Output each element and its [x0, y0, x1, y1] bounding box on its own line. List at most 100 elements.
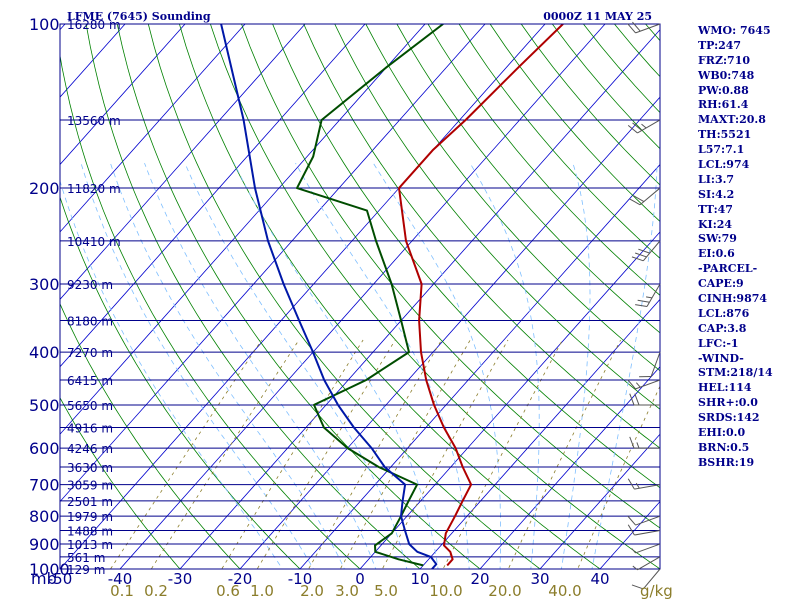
index-row: EHI:0.0: [698, 426, 746, 440]
wind-barb-staff: [637, 556, 661, 571]
wind-barb-feather: [631, 256, 644, 262]
moist-adiabat-line: [110, 162, 345, 569]
wind-barb: [629, 393, 660, 406]
mixing-ratio-label: 0.6: [216, 582, 240, 600]
wind-barb: [635, 283, 661, 308]
index-row: SRDS:142: [698, 411, 760, 425]
mixing-ratio-label: 5.0: [374, 582, 398, 600]
dry-adiabat-line: [116, 24, 481, 569]
wind-barb-staff: [642, 240, 661, 262]
index-row: BSHR:19: [698, 455, 755, 469]
height-label: 5650 m: [67, 399, 113, 413]
isotherm-line: [60, 24, 426, 435]
dry-adiabat-line: [458, 24, 660, 259]
pressure-tick-label: 1000: [29, 560, 70, 579]
index-row: TH:5521: [698, 128, 752, 142]
height-label: 7270 m: [67, 346, 113, 360]
wind-barb-feather: [627, 379, 636, 390]
wind-barb-feather: [627, 524, 635, 536]
index-row: CINH:9874: [698, 292, 768, 306]
wind-barb-feather: [635, 304, 648, 308]
wind-barb: [627, 379, 661, 390]
mixing-ratio-label: 20.0: [488, 582, 521, 600]
mixing-ratio-line: [256, 339, 396, 569]
wind-barb-staff: [646, 283, 661, 307]
mixing-ratio-unit-label: g/kg: [640, 582, 673, 600]
temperature-tick-label: 10: [410, 570, 429, 588]
mixing-ratio-label: 0.2: [144, 582, 168, 600]
dry-adiabat-line: [210, 24, 660, 569]
moist-adiabat-line: [295, 162, 470, 569]
wind-barb-staff: [634, 530, 661, 536]
mixing-ratio-line: [577, 385, 660, 569]
wind-barb-feather: [632, 21, 641, 32]
isotherm-line: [179, 29, 660, 569]
height-label: 3059 m: [67, 479, 113, 493]
mixing-ratio-line: [339, 339, 471, 569]
isotherm-line: [299, 163, 660, 569]
pressure-tick-label: 900: [29, 535, 60, 554]
stability-indices-panel: WMO: 7645 TP:247 FRZ:710 WB0:748 PW:0.88 RH:6…: [698, 24, 798, 471]
index-row: LCL:974: [698, 158, 750, 172]
index-row: FRZ:710: [698, 53, 751, 67]
wind-barb-staff: [637, 119, 661, 134]
index-row: WMO: 7645: [698, 24, 771, 37]
index-row: SI:4.2: [698, 187, 735, 201]
wind-barb: [627, 515, 661, 526]
height-label: 1979 m: [67, 510, 113, 524]
wind-barb-feather: [632, 565, 638, 571]
sounding-time: 0000Z 11 MAY 25: [543, 10, 652, 23]
height-label: 16280 m: [67, 18, 121, 32]
wind-barb-feather: [636, 442, 640, 449]
moist-adiabat-line: [184, 162, 408, 569]
mixing-ratio-label: 10.0: [429, 582, 462, 600]
height-label: 2501 m: [67, 495, 113, 509]
pressure-tick-label: 600: [29, 439, 60, 458]
wind-barb-feather: [632, 122, 643, 131]
temperature-tick-label: 20: [470, 570, 489, 588]
isotherm-line: [539, 433, 660, 569]
wind-barb-feather: [627, 478, 635, 490]
isotherm-line: [60, 24, 246, 233]
temperature-tick-label: -30: [168, 570, 193, 588]
mixing-ratio-line: [308, 339, 442, 569]
dry-adiabat-line: [303, 24, 660, 449]
pressure-tick-label: 300: [29, 275, 60, 294]
pressure-tick-label: 700: [29, 476, 60, 495]
wind-barb-feather: [641, 123, 647, 129]
moist-adiabat-line: [80, 162, 314, 569]
dewpoint-profile-line: [296, 24, 444, 567]
index-row: EI:0.6: [698, 247, 735, 261]
dry-adiabat-line: [427, 24, 660, 296]
temperature-tick-label: 0: [355, 570, 365, 588]
mixing-ratio-line: [150, 339, 300, 569]
mixing-ratio-line: [381, 339, 509, 569]
dry-adiabat-line: [60, 397, 181, 569]
temperature-tick-label: -40: [108, 570, 133, 588]
index-row: HEL:114: [698, 381, 752, 395]
mixing-ratio-label: 2.0: [300, 582, 324, 600]
wind-barb: [632, 556, 661, 571]
wind-barb-feather: [631, 548, 636, 554]
dry-adiabat-line: [60, 53, 361, 569]
isotherm-line: [60, 24, 366, 368]
index-row: BRN:0.5: [698, 440, 750, 454]
dry-adiabat-line: [396, 24, 660, 334]
dry-adiabat-line: [334, 24, 660, 410]
isotherm-line: [60, 24, 306, 300]
wind-barb-staff: [634, 484, 661, 490]
wind-barb-feather: [645, 296, 653, 299]
pressure-tick-label: 800: [29, 507, 60, 526]
wind-barb: [629, 436, 660, 449]
index-row: CAP:3.8: [698, 321, 747, 335]
index-row: L57:7.1: [698, 143, 745, 157]
moist-adiabat-line: [591, 163, 658, 569]
index-row: TP:247: [698, 38, 742, 52]
moist-adiabat-line: [372, 162, 502, 569]
temperature-tick-label: -10: [288, 570, 313, 588]
index-row: RH:61.4: [698, 98, 749, 112]
moist-adiabat-line: [60, 179, 283, 569]
moist-adiabat-line: [561, 162, 591, 569]
height-label: 9230 m: [67, 278, 113, 292]
